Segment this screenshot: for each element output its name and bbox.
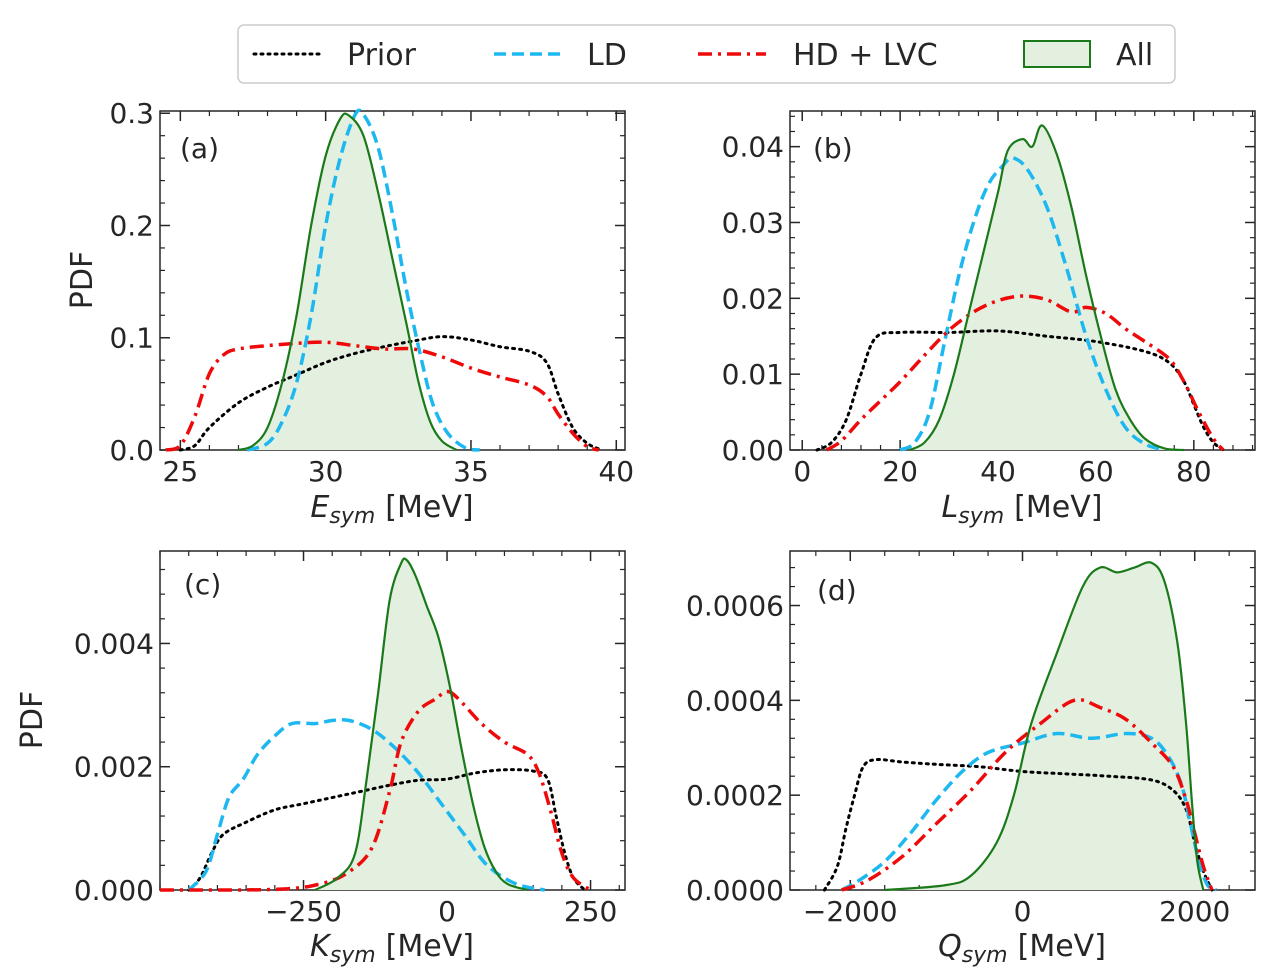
series-all-fill	[884, 562, 1204, 890]
series-all-line	[884, 561, 1205, 892]
x-tick-label: 35	[453, 455, 489, 488]
y-tick-label: 0.02	[722, 282, 784, 315]
axis-ticks: −250 0 250 0.000 0.002 0.004	[74, 551, 625, 928]
series-ld-line	[840, 731, 1218, 892]
series-prior-line	[178, 335, 604, 452]
y-tick-label: 0.00	[722, 434, 784, 467]
y-axis-label: PDF	[65, 251, 100, 309]
x-tick-label: −2000	[803, 895, 898, 928]
legend: Prior LD HD + LVC All	[237, 24, 1176, 84]
series-ld-line	[187, 717, 545, 892]
series-all-line	[238, 112, 458, 452]
curves	[159, 557, 592, 892]
y-tick-label: 0.2	[109, 209, 154, 242]
axis-ticks: 25 30 35 40 0.0 0.1 0.2 0.3	[109, 97, 634, 488]
x-tick-label: 40	[980, 455, 1016, 488]
x-tick-label: 20	[882, 455, 918, 488]
x-tick-label: 40	[598, 455, 634, 488]
axis-ticks: 0 20 40 60 80 0.00 0.01 0.02 0.03 0.04	[722, 111, 1255, 488]
series-all-fill	[315, 558, 528, 890]
panel-c: −250 0 250 0.000 0.002 0.004 (c) Ksym [MeV] PD…	[15, 550, 626, 968]
x-axis-label: Lsym [MeV]	[942, 490, 1103, 529]
series-all-fill	[238, 113, 457, 450]
x-tick-label: 60	[1078, 455, 1114, 488]
legend-label-hd: HD + LVC	[793, 38, 938, 73]
y-tick-label: 0.002	[74, 751, 154, 784]
panel-a: 25 30 35 40 0.0 0.1 0.2 0.3 (a) Esym [MeV] PDF	[65, 97, 634, 529]
legend-swatch-all	[1023, 40, 1091, 68]
series-all-fill	[909, 125, 1185, 450]
series-ld-line	[899, 156, 1165, 452]
legend-label-ld: LD	[587, 38, 627, 73]
curves	[815, 124, 1225, 452]
curves	[165, 108, 604, 452]
x-tick-label: 0	[793, 455, 811, 488]
panel-tag: (a)	[180, 132, 219, 165]
y-tick-label: 0.3	[109, 97, 154, 130]
x-tick-label: 250	[564, 895, 617, 928]
y-tick-label: 0.0	[109, 434, 154, 467]
panel-tag: (d)	[817, 574, 857, 607]
series-hd-line	[165, 340, 600, 452]
panel-b: 0 20 40 60 80 0.00 0.01 0.02 0.03 0.04 (b) Lsym [M…	[722, 110, 1256, 529]
x-tick-label: −250	[265, 895, 342, 928]
series-prior-line	[815, 329, 1225, 452]
x-tick-label: 25	[163, 455, 199, 488]
y-tick-label: 0.1	[109, 322, 154, 355]
x-tick-label: 0	[1014, 895, 1032, 928]
series-all-line	[314, 557, 528, 892]
y-tick-label: 0.04	[722, 131, 784, 164]
y-tick-label: 0.0006	[686, 590, 784, 623]
curves	[822, 561, 1218, 892]
y-axis-label: PDF	[15, 691, 50, 749]
legend-label-all: All	[1116, 38, 1153, 73]
series-ld-line	[246, 108, 480, 452]
y-tick-label: 0.0004	[686, 684, 784, 717]
series-prior-line	[187, 768, 587, 892]
x-tick-label: 80	[1176, 455, 1212, 488]
y-tick-label: 0.0000	[686, 874, 784, 907]
x-tick-label: 2000	[1159, 895, 1230, 928]
panel-tag: (b)	[813, 132, 853, 165]
x-axis-label: Qsym [MeV]	[938, 929, 1106, 968]
x-tick-label: 30	[308, 455, 344, 488]
panel-d: −2000 0 2000 0.0000 0.0002 0.0004 0.0006 (d) Q…	[686, 550, 1256, 968]
axis-ticks: −2000 0 2000 0.0000 0.0002 0.0004 0.0006	[686, 551, 1255, 928]
y-tick-label: 0.000	[74, 874, 154, 907]
x-axis-label: Ksym [MeV]	[310, 929, 474, 968]
series-hd-line	[841, 697, 1214, 892]
y-tick-label: 0.01	[722, 358, 784, 391]
series-hd-line	[159, 689, 592, 892]
x-axis-label: Esym [MeV]	[310, 490, 473, 529]
y-tick-label: 0.03	[722, 206, 784, 239]
y-tick-label: 0.004	[74, 627, 154, 660]
series-hd-line	[825, 294, 1225, 452]
panel-tag: (c)	[184, 568, 221, 601]
legend-label-prior: Prior	[347, 38, 417, 73]
series-all-line	[909, 124, 1185, 452]
x-tick-label: 0	[438, 895, 456, 928]
y-tick-label: 0.0002	[686, 779, 784, 812]
